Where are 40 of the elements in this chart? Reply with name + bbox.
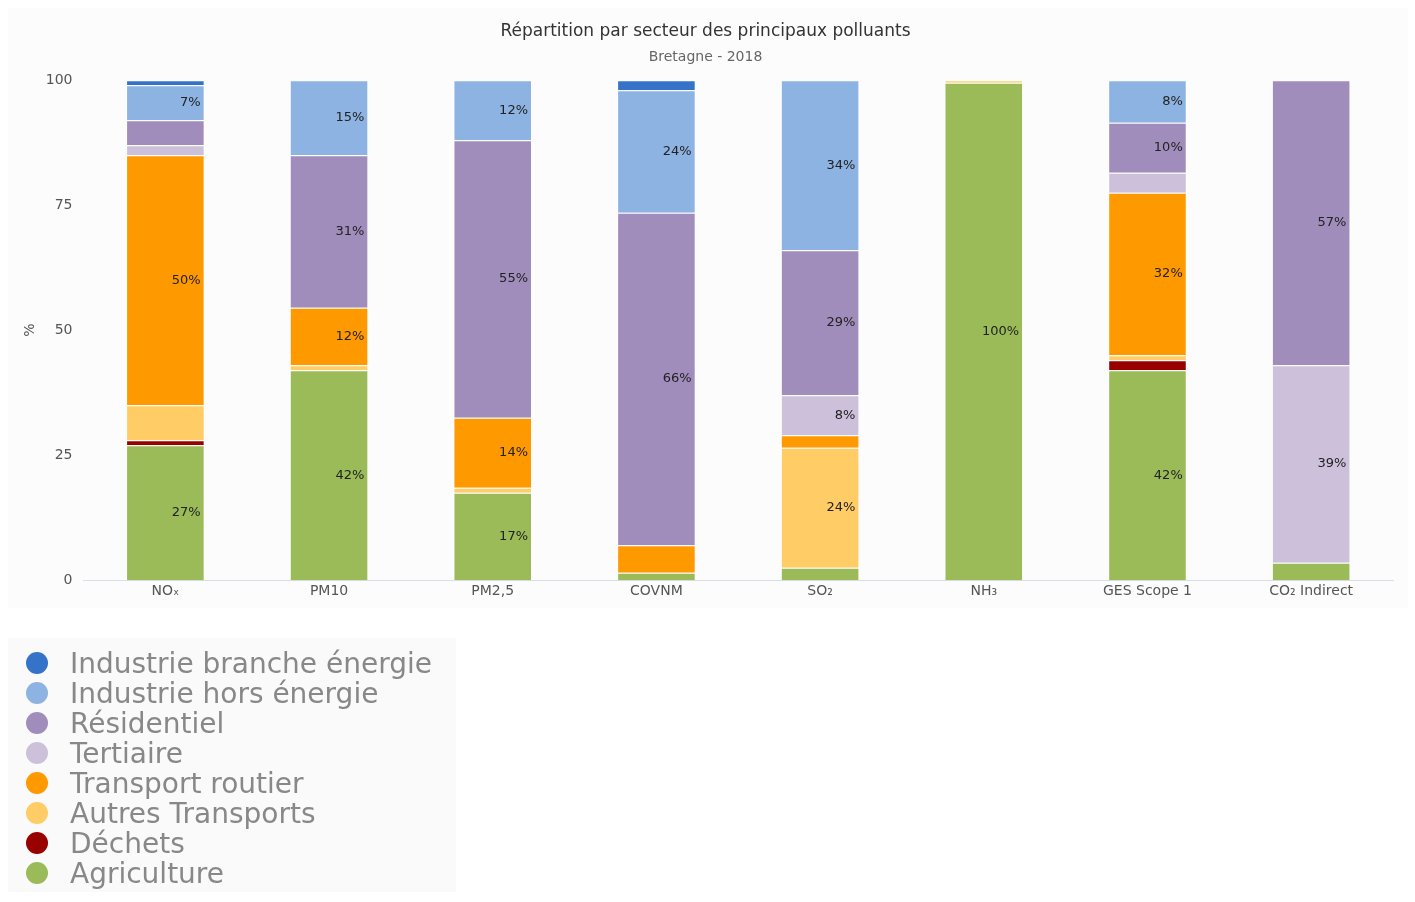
data-label: 24% (826, 499, 856, 515)
y-tick-label: 100 (45, 70, 73, 87)
data-label: 8% (834, 406, 856, 422)
data-label: 14% (499, 444, 529, 460)
y-tick-label: 25 (54, 445, 73, 462)
y-tick-label: 50 (54, 320, 73, 337)
data-label: 31% (335, 222, 365, 238)
data-label: 12% (499, 101, 529, 117)
data-label: 100% (981, 322, 1020, 338)
data-label: 12% (335, 327, 365, 343)
data-label: 15% (335, 109, 365, 125)
chart-title: Répartition par secteur des principaux polluants (500, 19, 911, 40)
x-tick-label: GES Scope 1 (1102, 582, 1192, 599)
x-tick-label: PM10 (309, 582, 349, 599)
data-label: 7% (180, 94, 201, 110)
x-tick-label: PM2,5 (471, 582, 515, 599)
y-axis-title: % (21, 323, 38, 337)
data-label: 42% (335, 466, 365, 482)
x-tick-label: SO₂ (807, 582, 833, 599)
data-label: 50% (171, 271, 201, 287)
data-label: 27% (171, 504, 201, 520)
x-tick-label: NH₃ (970, 582, 998, 599)
chart-subtitle: Bretagne - 2018 (648, 48, 763, 65)
data-label: 57% (1317, 214, 1347, 230)
data-label: 66% (662, 370, 692, 386)
data-label: 32% (1153, 265, 1183, 281)
data-label: 29% (826, 314, 856, 330)
x-tick-label: NOₓ (151, 582, 180, 599)
data-label: 17% (499, 527, 529, 543)
data-label: 39% (1317, 455, 1347, 471)
data-label: 8% (1162, 92, 1183, 108)
data-label: 42% (1153, 466, 1183, 482)
data-label: 24% (662, 142, 692, 158)
data-label: 34% (826, 156, 856, 172)
y-tick-label: 75 (54, 195, 73, 212)
x-tick-label: CO₂ Indirect (1269, 582, 1354, 599)
data-label: 55% (499, 270, 529, 286)
data-label: 10% (1153, 139, 1183, 155)
x-tick-label: COVNM (630, 582, 683, 599)
y-tick-label: 0 (63, 570, 73, 587)
